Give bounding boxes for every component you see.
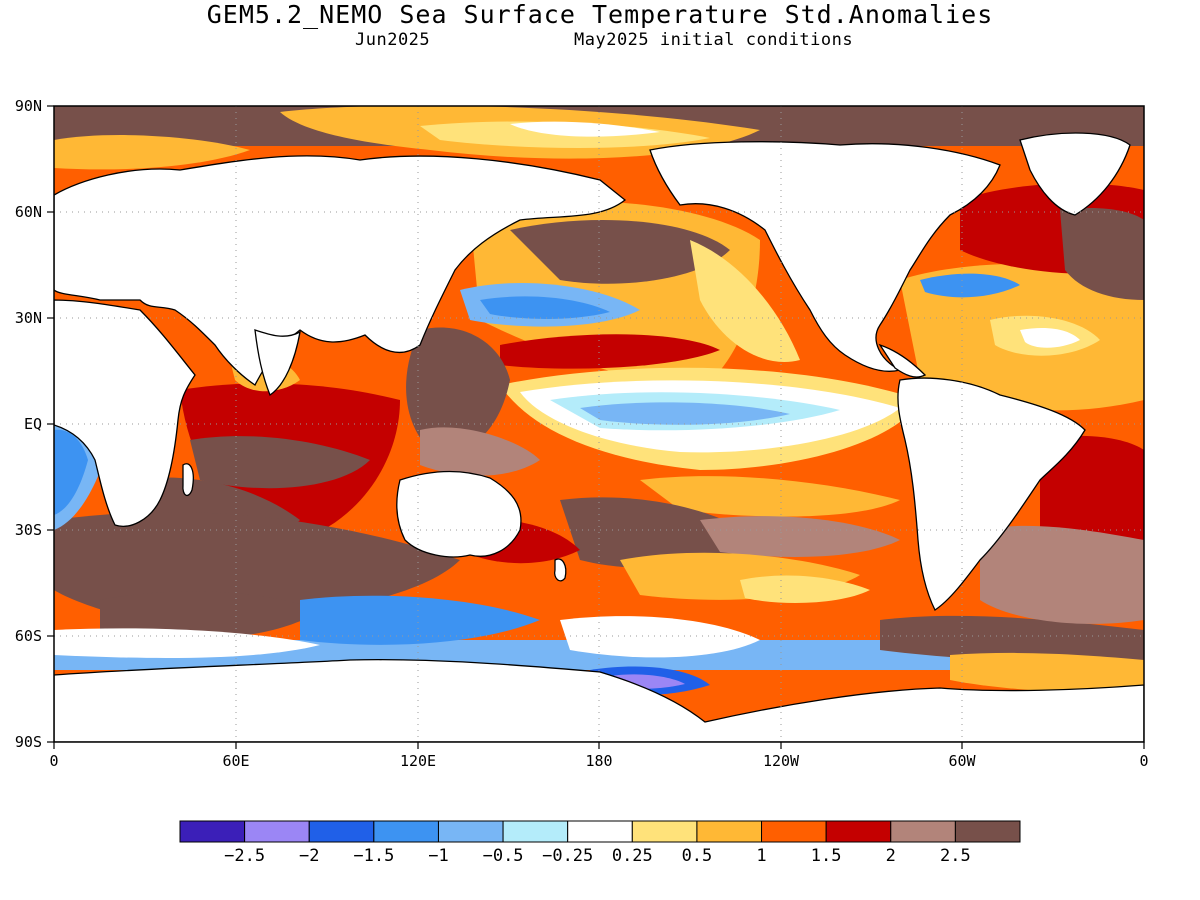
legend-label: −0.5	[483, 846, 524, 866]
legend-label: −1.5	[353, 846, 394, 866]
legend-label: 2.5	[940, 846, 971, 866]
tick-marks	[47, 105, 1145, 749]
legend-swatch	[179, 820, 246, 843]
legend-label: 1.5	[811, 846, 842, 866]
legend-swatch	[373, 820, 439, 843]
lon-label-0-left: 0	[49, 752, 58, 770]
land-eurasia	[54, 155, 627, 386]
legend-label: 2	[886, 846, 896, 866]
valid-month: Jun2025	[355, 30, 431, 50]
lon-label-0-right: 0	[1139, 752, 1148, 770]
legend-swatch	[308, 820, 375, 843]
legend-swatch	[825, 820, 892, 843]
legend-swatch	[631, 820, 698, 843]
land-south-america	[897, 377, 1086, 611]
legend-label: 0.25	[612, 846, 653, 866]
init-conditions: May2025 initial conditions	[574, 30, 854, 50]
legend-swatch	[502, 820, 569, 843]
chart-title: GEM5.2_NEMO Sea Surface Temperature Std.…	[206, 0, 994, 29]
lon-label-120e: 120E	[400, 752, 436, 770]
legend-labels: −2.5 −2 −1.5 −1 −0.5 −0.25 0.25 0.5 1 1.…	[224, 846, 971, 866]
lat-label-eq: EQ	[24, 415, 42, 433]
land-masses	[54, 132, 1144, 742]
land-india	[254, 329, 301, 396]
lon-label-120w: 120W	[763, 752, 800, 770]
legend-label: 1	[756, 846, 766, 866]
legend-label: −0.25	[542, 846, 593, 866]
legend-label: −1	[428, 846, 448, 866]
grid-lines	[54, 106, 1144, 742]
lat-label-90s: 90S	[15, 733, 42, 751]
legend-label: 0.5	[682, 846, 713, 866]
legend-swatch	[696, 820, 763, 843]
legend-swatch	[244, 820, 310, 843]
lat-label-90n: 90N	[15, 97, 42, 115]
legend-label: −2	[299, 846, 319, 866]
lat-label-60s: 60S	[15, 627, 42, 645]
legend-swatch	[954, 820, 1021, 843]
lat-label-60n: 60N	[15, 203, 42, 221]
land-central-america	[878, 343, 927, 378]
land-africa	[54, 299, 196, 527]
lon-label-60e: 60E	[222, 752, 249, 770]
legend-swatch	[567, 820, 633, 843]
lon-label-60w: 60W	[948, 752, 976, 770]
land-north-america	[649, 141, 1001, 372]
land-new-zealand	[554, 558, 567, 582]
legend-swatch	[437, 820, 504, 843]
land-australia	[396, 470, 522, 558]
lon-label-180: 180	[585, 752, 612, 770]
lat-label-30s: 30S	[15, 521, 42, 539]
land-madagascar	[182, 463, 194, 497]
legend-swatch	[890, 820, 956, 843]
legend-swatch	[761, 820, 827, 843]
lat-label-30n: 30N	[15, 309, 42, 327]
legend-label: −2.5	[224, 846, 265, 866]
legend-colorbar	[179, 820, 1021, 843]
land-greenland	[1019, 132, 1131, 216]
